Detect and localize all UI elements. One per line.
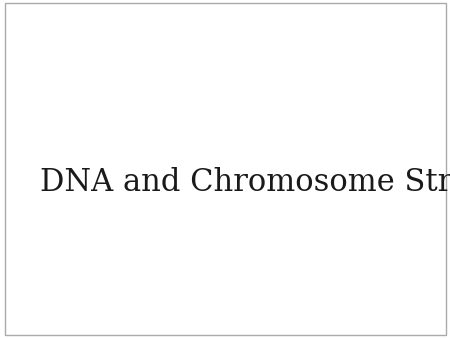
Text: DNA and Chromosome Structure: DNA and Chromosome Structure [40, 167, 450, 198]
